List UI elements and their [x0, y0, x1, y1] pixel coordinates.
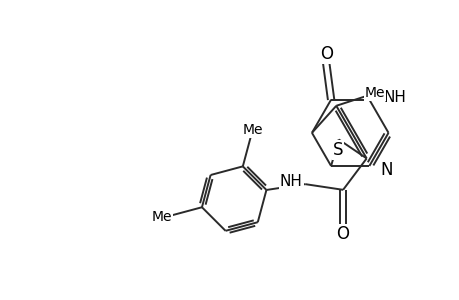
Text: NH: NH — [382, 90, 405, 105]
Text: Me: Me — [243, 123, 263, 137]
Text: O: O — [319, 45, 332, 63]
Text: S: S — [332, 141, 342, 159]
Text: Me: Me — [151, 210, 172, 224]
Text: Me: Me — [364, 86, 384, 100]
Text: N: N — [379, 161, 392, 179]
Text: NH: NH — [280, 174, 302, 189]
Text: O: O — [336, 225, 349, 243]
